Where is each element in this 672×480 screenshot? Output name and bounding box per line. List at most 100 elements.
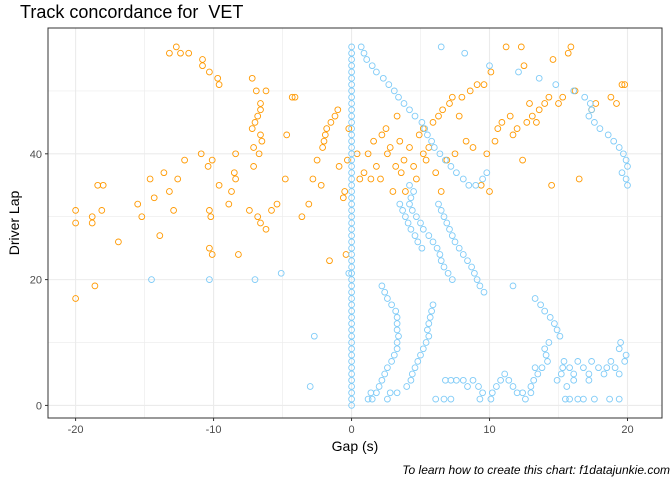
data-point: [323, 125, 331, 132]
data-point: [591, 395, 598, 403]
data-point: [348, 200, 355, 208]
data-point: [426, 314, 434, 321]
data-point: [615, 144, 623, 151]
data-point: [575, 175, 583, 183]
data-point: [581, 93, 589, 101]
data-point: [348, 263, 355, 271]
data-point: [364, 395, 372, 403]
data-point: [486, 188, 493, 195]
data-point: [342, 251, 350, 258]
data-point: [615, 395, 623, 403]
data-point: [519, 156, 526, 164]
data-point: [453, 376, 460, 384]
data-point: [384, 295, 391, 302]
data-point: [488, 389, 496, 397]
data-point: [88, 213, 96, 221]
data-point: [615, 345, 623, 353]
data-point: [348, 295, 355, 302]
data-point: [546, 314, 554, 321]
data-point: [545, 339, 553, 346]
data-point: [348, 225, 355, 233]
data-point: [527, 389, 535, 397]
data-point: [396, 200, 404, 208]
data-point: [283, 131, 291, 139]
data-point: [348, 169, 355, 177]
data-point: [624, 163, 631, 170]
chart-caption: To learn how to create this chart: f1dat…: [402, 463, 670, 477]
data-point: [542, 351, 550, 359]
data-point: [348, 144, 355, 151]
data-point: [483, 169, 491, 177]
data-point: [373, 163, 380, 170]
data-point: [348, 207, 355, 214]
data-point: [395, 93, 402, 101]
data-point: [411, 112, 419, 120]
data-point: [448, 276, 456, 283]
data-point: [348, 87, 355, 95]
data-point: [334, 106, 342, 114]
data-point: [392, 307, 400, 315]
data-point: [447, 395, 455, 403]
data-point: [348, 93, 355, 101]
data-point: [348, 119, 355, 126]
chart-title: Track concordance for VET: [20, 2, 244, 22]
data-point: [357, 43, 365, 51]
data-point: [559, 364, 567, 372]
x-tick-label: 20: [621, 424, 633, 436]
data-point: [473, 81, 481, 88]
x-tick-label: 0: [348, 424, 354, 436]
data-point: [468, 263, 475, 271]
x-tick-label: -20: [68, 424, 84, 436]
data-point: [348, 282, 355, 290]
data-point: [538, 364, 546, 372]
data-point: [348, 301, 355, 309]
data-point: [535, 106, 543, 114]
data-point: [428, 307, 435, 315]
data-point: [257, 100, 264, 107]
data-point: [447, 163, 455, 170]
data-point: [348, 251, 355, 258]
data-point: [617, 339, 624, 346]
data-point: [603, 364, 611, 372]
data-point: [487, 68, 495, 76]
data-point: [476, 282, 484, 290]
data-point: [146, 175, 154, 183]
data-point: [477, 181, 485, 189]
data-point: [251, 119, 259, 126]
data-point: [585, 370, 593, 378]
data-point: [562, 395, 569, 403]
data-point: [335, 163, 343, 170]
data-point: [367, 175, 375, 183]
data-point: [393, 320, 401, 327]
data-point: [390, 87, 398, 95]
data-point: [215, 181, 223, 189]
data-point: [566, 395, 573, 403]
x-tick-label: 10: [483, 424, 495, 436]
data-point: [432, 169, 440, 177]
data-point: [206, 244, 213, 252]
data-point: [400, 100, 408, 107]
data-point: [170, 207, 177, 214]
data-point: [185, 49, 193, 57]
data-point: [404, 219, 412, 227]
data-point: [498, 119, 506, 126]
data-point: [618, 81, 626, 88]
data-point: [378, 376, 386, 384]
data-point: [408, 207, 416, 214]
data-point: [610, 137, 618, 145]
data-point: [417, 219, 424, 227]
data-point: [206, 276, 213, 283]
data-point: [208, 156, 216, 164]
data-point: [425, 320, 433, 327]
data-point: [348, 376, 355, 384]
data-point: [174, 175, 182, 183]
data-point: [384, 364, 391, 372]
data-point: [181, 156, 188, 164]
data-point: [574, 358, 582, 365]
data-point: [393, 339, 401, 346]
data-point: [378, 282, 386, 290]
data-point: [393, 326, 401, 334]
data-point: [414, 358, 422, 365]
data-point: [207, 213, 215, 221]
